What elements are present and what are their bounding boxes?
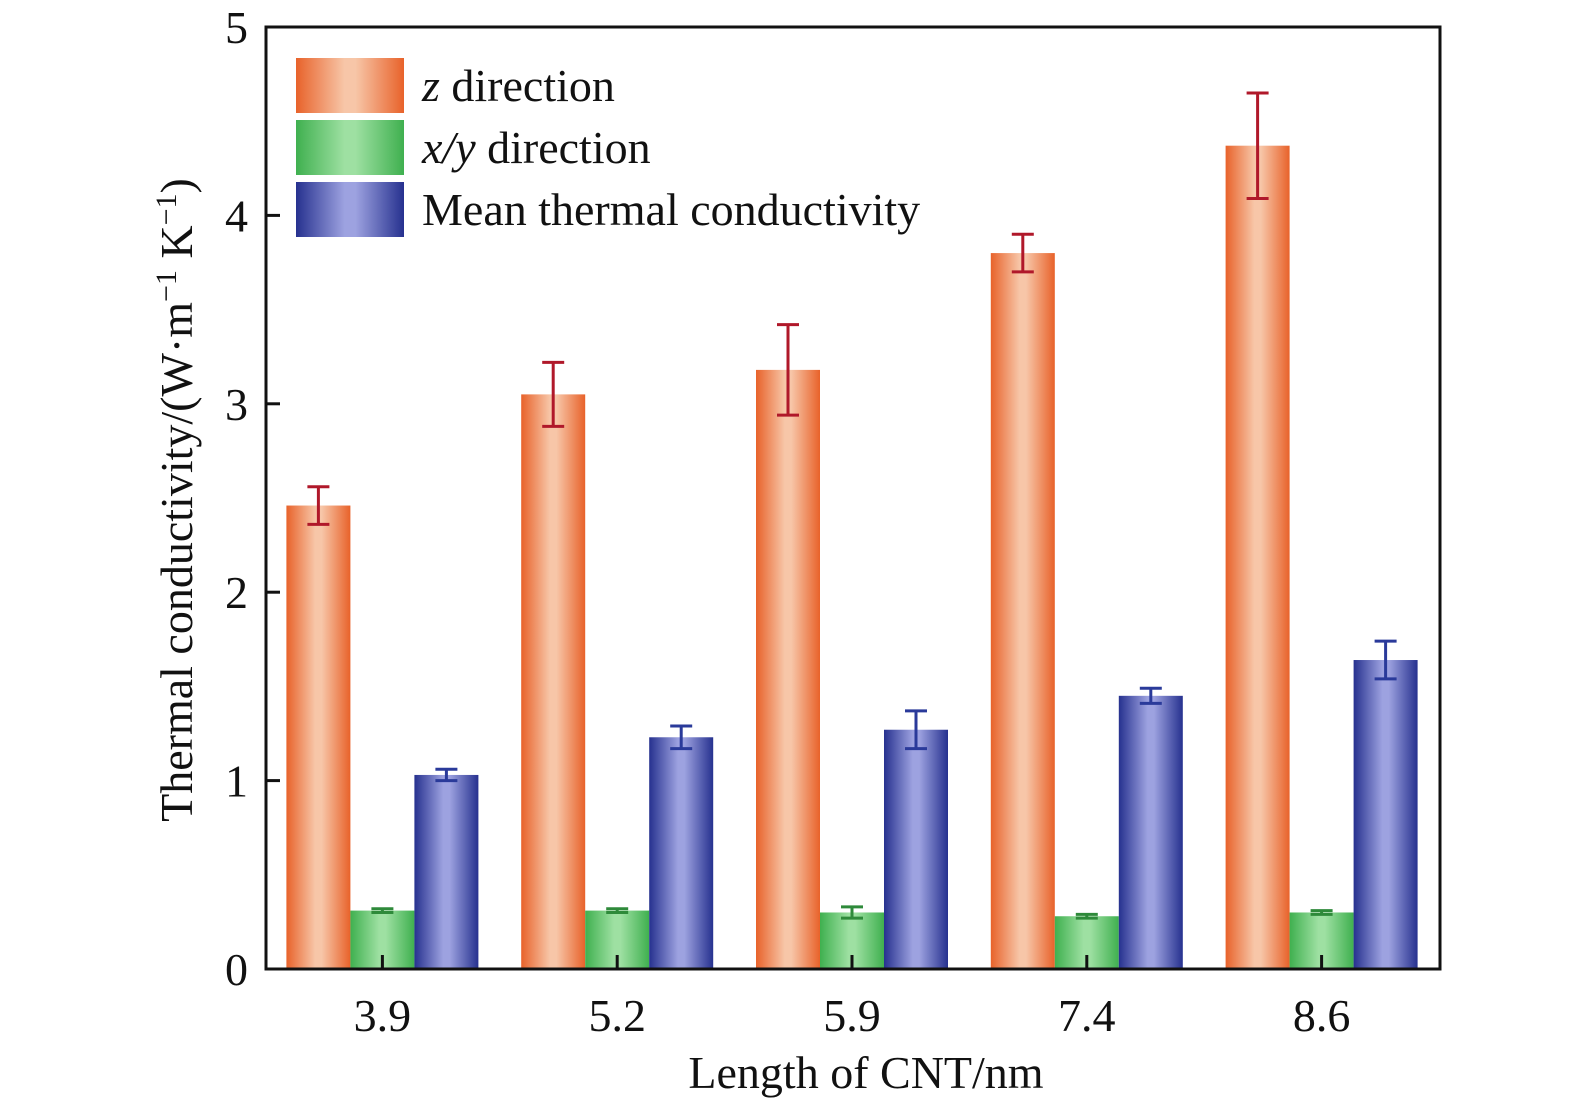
error-bar (841, 905, 863, 920)
legend-swatch (296, 58, 404, 113)
legend-swatch (296, 182, 404, 237)
legend-label: z direction (421, 60, 615, 111)
x-tick-label: 5.9 (823, 990, 881, 1041)
bar-z-direction-3.9 (286, 505, 351, 969)
x-axis-label: Length of CNT/nm (688, 1047, 1043, 1098)
error-bar (1246, 91, 1269, 200)
y-tick-label: 3 (225, 379, 248, 430)
error-bar (1374, 639, 1397, 681)
error-bar (1011, 232, 1034, 274)
y-tick-label: 2 (225, 567, 248, 618)
y-tick-label: 1 (225, 756, 248, 807)
bar-z-direction-7.4 (990, 253, 1055, 969)
legend-swatch (296, 120, 404, 175)
bars-layer (286, 145, 1418, 969)
bar-mean-thermal-conductivity-5.9 (884, 729, 948, 969)
bar-z-direction-8.6 (1225, 145, 1290, 969)
bar-z-direction-5.2 (521, 394, 586, 969)
bar-mean-thermal-conductivity-5.2 (649, 737, 714, 969)
bar-mean-thermal-conductivity-7.4 (1118, 695, 1183, 969)
error-bar (435, 767, 458, 783)
legend-label: x/y direction (421, 122, 651, 173)
legend-label: Mean thermal conductivity (422, 184, 920, 235)
error-bar (606, 907, 629, 914)
error-bar (307, 485, 330, 526)
error-bar (777, 323, 799, 417)
y-axis-label: Thermal conductivity/(W·m−1 K−1) (150, 178, 202, 822)
error-bar (670, 724, 693, 751)
error-bar (371, 907, 394, 914)
y-tick-label: 0 (225, 944, 248, 995)
y-tick-label: 5 (225, 2, 248, 53)
error-bar (542, 360, 565, 428)
error-bar (1075, 912, 1098, 920)
y-axis: 0 1 2 3 4 5 (225, 2, 280, 995)
x-axis: 3.9 5.2 5.9 7.4 8.6 (354, 955, 1351, 1041)
bar-z-direction-5.9 (756, 369, 820, 969)
bar-mean-thermal-conductivity-8.6 (1353, 660, 1418, 969)
error-bar (1139, 686, 1162, 705)
x-tick-label: 3.9 (354, 990, 412, 1041)
error-bar (905, 709, 927, 751)
x-tick-label: 7.4 (1058, 990, 1116, 1041)
error-bars-layer (307, 91, 1397, 920)
error-bar (1310, 909, 1333, 916)
bar-mean-thermal-conductivity-3.9 (414, 774, 479, 969)
y-tick-label: 4 (225, 190, 248, 241)
x-tick-label: 5.2 (588, 990, 646, 1041)
legend: z direction x/y direction Mean thermal con… (296, 58, 920, 237)
x-tick-label: 8.6 (1293, 990, 1351, 1041)
